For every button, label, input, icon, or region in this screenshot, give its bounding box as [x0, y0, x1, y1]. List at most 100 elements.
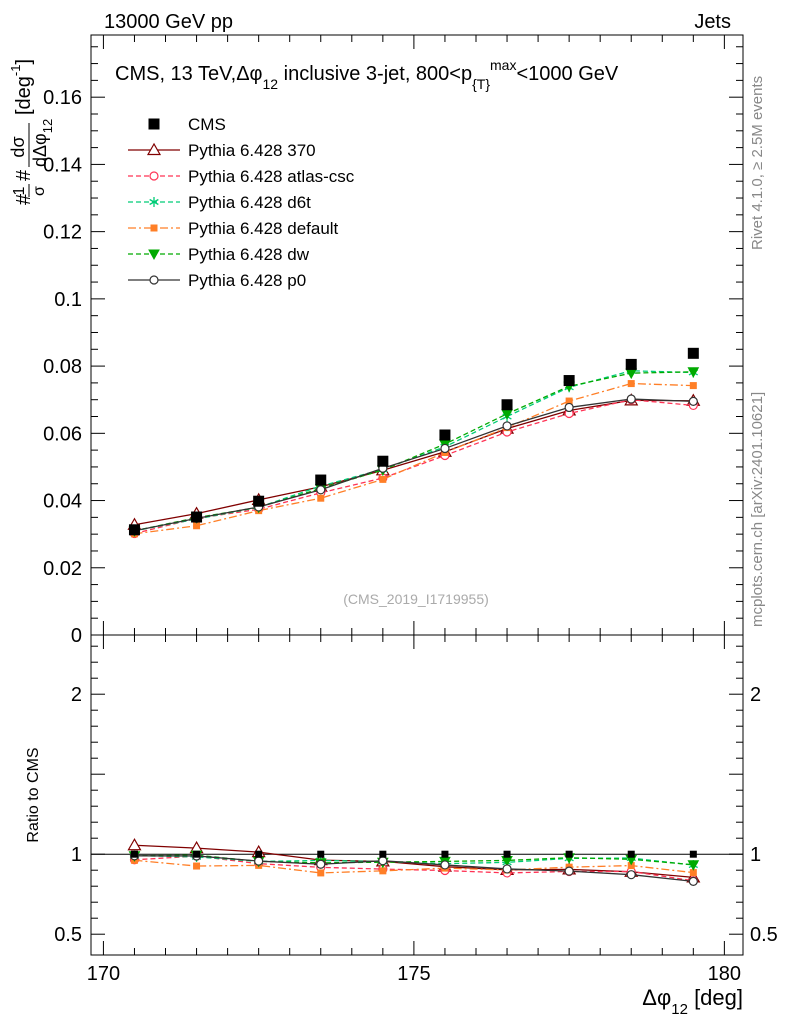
series-line-ratio: [134, 854, 694, 866]
series-point: [626, 394, 636, 404]
data-ratio-point: [193, 850, 201, 858]
legend-marker: [150, 224, 158, 232]
y-tick-label: 0.1: [54, 289, 82, 311]
ratio-point: [687, 860, 700, 871]
series-line-ratio: [134, 855, 694, 882]
data-point: [191, 511, 203, 523]
legend-label: Pythia 6.428 dw: [188, 245, 310, 264]
ratio-point: [254, 856, 264, 866]
ratio-point: [378, 856, 388, 866]
svg-text:1: 1: [11, 186, 28, 195]
x-tick-label: 180: [708, 963, 741, 985]
data-point: [687, 347, 699, 359]
series-point: [564, 402, 574, 413]
y-tick-label: 0.06: [43, 423, 82, 445]
mcplots-label: mcplots.cern.ch [arXiv:2401.10621]: [749, 392, 766, 627]
data-ratio-point: [441, 850, 449, 858]
series-line-main: [134, 370, 694, 532]
series-point: [193, 522, 201, 530]
data-ratio-point: [130, 850, 138, 858]
legend-marker: [149, 171, 159, 181]
y-tick-label: 0: [71, 625, 82, 647]
ratio-point: [564, 866, 574, 876]
data-ratio-point: [317, 850, 325, 858]
ratio-point: [440, 860, 450, 870]
series-line-main: [134, 371, 694, 532]
ratio-frame: [90, 634, 744, 956]
legend-marker: [149, 275, 159, 285]
star-stroke: [149, 198, 159, 206]
ratio-tick-label-right: 1: [750, 844, 761, 866]
ratio-tick-label-right: 0.5: [750, 924, 778, 946]
series-point: [565, 397, 573, 405]
series-point: [687, 367, 700, 378]
ratio-point: [379, 867, 387, 875]
legend-label: Pythia 6.428 p0: [188, 271, 306, 290]
series-point: [379, 475, 387, 483]
legend: CMS Pythia 6.428 370 Pythia 6.428 atlas-cs…: [128, 115, 355, 290]
svg-text:#: #: [13, 169, 35, 181]
legend-marker: [148, 249, 160, 261]
series-4: [128, 367, 700, 871]
data-point: [377, 455, 389, 467]
series-point: [688, 396, 698, 406]
ratio-point: [627, 862, 635, 870]
header-left: 13000 GeV pp: [104, 11, 233, 33]
svg-text:σ: σ: [31, 186, 48, 196]
header-right: Jets: [694, 11, 731, 33]
ratio-point: [626, 870, 636, 880]
data-ratio-point: [503, 850, 511, 858]
series-line-main: [134, 399, 694, 526]
data-ratio-point: [627, 850, 635, 858]
ratio-point: [127, 838, 142, 851]
ratio-tick-label: 2: [71, 684, 82, 706]
data-point: [315, 474, 327, 486]
y-label-ratio: Ratio to CMS: [25, 747, 42, 842]
rivet-label: Rivet 4.1.0, ≥ 2.5M events: [749, 76, 766, 250]
series-line-main: [134, 399, 694, 535]
series-line-ratio: [134, 855, 694, 883]
svg-text:dΔφ12: dΔφ12: [30, 119, 55, 167]
legend-marker: [149, 197, 159, 207]
y-tick-label: 0.14: [43, 154, 82, 176]
y-tick-label: 0.12: [43, 222, 82, 244]
series-point: [502, 421, 512, 431]
ratio-point: [688, 876, 698, 887]
legend-label: Pythia 6.428 atlas-csc: [188, 167, 355, 186]
series-line-ratio: [134, 859, 694, 874]
y-tick-label: 0.04: [43, 491, 82, 513]
axis-ticks: 170 175 180 0 0.02 0.04 0.06 0.08 0.1 0.12 0.14 0.1…: [43, 35, 778, 985]
series-2: [129, 365, 698, 871]
ratio-tick-label-right: 2: [750, 684, 761, 706]
data-points: [128, 347, 699, 858]
svg-text:dσ: dσ: [8, 136, 28, 157]
data-ratio-point: [379, 850, 387, 858]
legend-label: Pythia 6.428 d6t: [188, 193, 311, 212]
data-point: [563, 375, 575, 387]
ratio-tick-label: 1: [71, 844, 82, 866]
y-tick-label: 0.02: [43, 558, 82, 580]
series-line-ratio: [134, 844, 694, 879]
legend-marker: [146, 142, 162, 156]
ratio-point: [193, 862, 201, 870]
series-point: [440, 443, 450, 454]
legend-label: Pythia 6.428 default: [188, 219, 339, 238]
series-line-main: [134, 382, 694, 535]
x-tick-label: 175: [397, 963, 430, 985]
data-point: [439, 429, 451, 441]
ratio-point: [317, 869, 325, 877]
ratio-point: [502, 864, 512, 874]
ratio-tick-label: 0.5: [54, 924, 82, 946]
legend-marker: [148, 118, 160, 130]
y-tick-label: 0.08: [43, 356, 82, 378]
series-point: [627, 380, 635, 388]
data-point: [501, 399, 513, 411]
x-tick-label: 170: [87, 963, 120, 985]
series-line-main: [134, 398, 694, 532]
x-label: Δφ12 [deg]: [642, 985, 743, 1018]
data-ratio-point: [255, 850, 263, 858]
series-point: [689, 382, 697, 390]
data-point: [128, 524, 140, 536]
data-ratio-point: [689, 850, 697, 858]
